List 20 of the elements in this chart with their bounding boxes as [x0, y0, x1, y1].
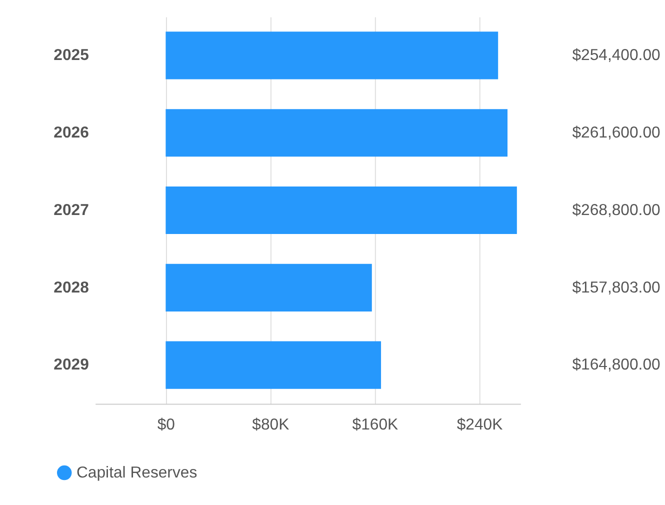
y-tick-label: 2026 [54, 124, 90, 142]
y-tick-label: 2028 [54, 279, 90, 296]
bar [166, 109, 508, 157]
y-tick-label: 2027 [54, 202, 90, 219]
data-label: $268,800.00 [572, 202, 661, 219]
data-label: $261,600.00 [572, 124, 661, 142]
y-tick-label: 2025 [54, 47, 90, 64]
x-tick-label: $0 [157, 416, 176, 434]
legend-label: Capital Reserves [76, 464, 198, 482]
x-tick-label: $160K [352, 416, 399, 434]
y-tick-label: 2029 [54, 356, 90, 374]
bar [166, 264, 372, 312]
data-label: $157,803.00 [572, 279, 661, 296]
bar [166, 32, 498, 80]
bar [166, 341, 382, 389]
data-label: $254,400.00 [572, 47, 661, 64]
x-tick-label: $240K [456, 416, 504, 434]
x-tick-label: $80K [252, 416, 290, 434]
bar [166, 186, 517, 234]
data-label: $164,800.00 [572, 356, 661, 374]
